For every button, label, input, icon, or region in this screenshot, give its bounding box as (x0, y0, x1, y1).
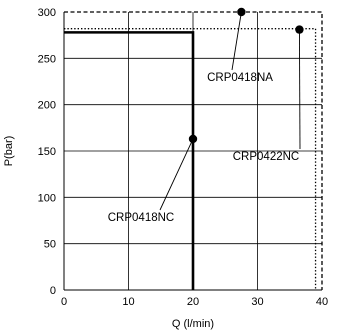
x-tick-label: 30 (251, 296, 263, 308)
annotation-label: CRP0418NC (108, 212, 174, 224)
y-tick-label: 250 (38, 53, 56, 65)
data-point-marker (237, 7, 246, 17)
y-tick-label: 100 (38, 192, 56, 204)
annotation-label: CRP0418NA (207, 72, 273, 84)
x-tick-label: 10 (122, 296, 134, 308)
plot-frame (63, 12, 322, 291)
series-line-crp0418nc (64, 31, 195, 290)
y-tick-label: 50 (44, 239, 56, 251)
y-tick-label: 300 (38, 7, 56, 19)
y-tick-label: 0 (50, 285, 56, 297)
annotation-label: CRP0422NC (233, 151, 299, 163)
series-line-crp0422nc (64, 28, 317, 290)
series-line-crp0418na (64, 11, 323, 290)
data-point-marker (188, 134, 198, 144)
data-point-marker (295, 25, 304, 34)
leader-line (231, 11, 242, 71)
y-tick-label: 200 (38, 100, 56, 112)
x-tick-label: 0 (61, 296, 67, 308)
tick-labels: 0 10 20 30 40 0 50 100 150 200 250 300 (38, 7, 328, 308)
x-axis-title: Q (l/min) (172, 318, 214, 330)
y-axis-title: P(bar) (3, 136, 15, 167)
y-tick-label: 150 (38, 146, 56, 158)
x-tick-label: 40 (316, 296, 328, 308)
leader-line (298, 29, 301, 150)
series-layer (64, 11, 323, 290)
x-tick-label: 20 (187, 296, 199, 308)
annotations: CRP0418NA CRP0422NC CRP0418NC (108, 7, 304, 224)
leader-line (159, 138, 194, 211)
